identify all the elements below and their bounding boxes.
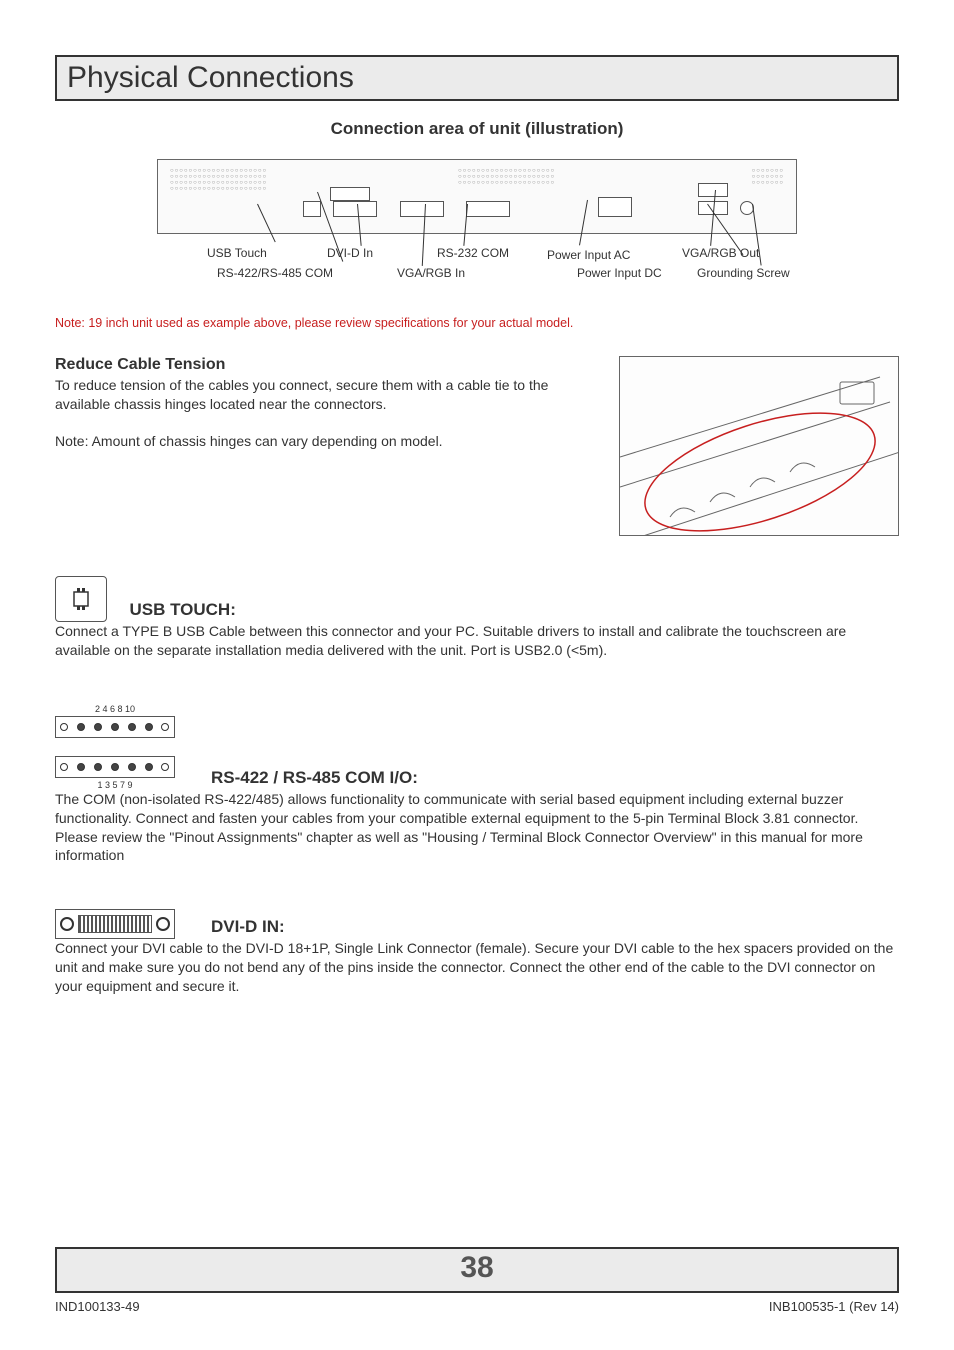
- section-usb-touch: USB TOUCH: Connect a TYPE B USB Cable be…: [55, 576, 899, 660]
- connection-diagram: ○○○○○○○○○○○○○○○○○○○○○○○○○○○○○○○○○○○○○○○○…: [157, 159, 797, 302]
- page-footer: 38 IND100133-49 INB100535-1 (Rev 14): [55, 1247, 899, 1314]
- port-dvi: [333, 201, 377, 217]
- label-power-ac: Power Input AC: [547, 248, 630, 262]
- label-vga-in: VGA/RGB In: [397, 266, 465, 280]
- dvi-body: Connect your DVI cable to the DVI-D 18+1…: [55, 939, 899, 996]
- footer-id-left: IND100133-49: [55, 1299, 140, 1314]
- label-dvi-in: DVI-D In: [327, 246, 373, 260]
- label-rs232: RS-232 COM: [437, 246, 509, 260]
- label-usb-touch: USB Touch: [207, 246, 267, 260]
- section-dvi: DVI-D IN: Connect your DVI cable to the …: [55, 909, 899, 996]
- note-red: Note: 19 inch unit used as example above…: [55, 316, 899, 330]
- port-usb: [303, 201, 321, 217]
- dvi-connector-icon: [55, 909, 175, 939]
- port-vga-in: [400, 201, 444, 217]
- label-ground: Grounding Screw: [697, 266, 790, 280]
- port-terminal: [330, 187, 370, 201]
- rear-panel-illustration: ○○○○○○○○○○○○○○○○○○○○○○○○○○○○○○○○○○○○○○○○…: [157, 159, 797, 234]
- footer-id-right: INB100535-1 (Rev 14): [769, 1299, 899, 1314]
- diagram-labels: USB Touch DVI-D In RS-232 COM Power Inpu…: [157, 240, 797, 302]
- terminal-nums-top: 2 4 6 8 10: [55, 704, 175, 714]
- page-title: Physical Connections: [67, 61, 354, 94]
- usb-touch-title: USB TOUCH:: [129, 600, 235, 622]
- terminal-nums-bottom: 1 3 5 7 9: [55, 780, 175, 790]
- usb-touch-body: Connect a TYPE B USB Cable between this …: [55, 622, 899, 660]
- subtitle: Connection area of unit (illustration): [55, 119, 899, 139]
- cable-tie-illustration: [619, 356, 899, 536]
- rs422-title: RS-422 / RS-485 COM I/O:: [211, 768, 418, 790]
- port-vga-out: [698, 183, 728, 197]
- dvi-title: DVI-D IN:: [211, 917, 285, 939]
- port-rs232: [466, 201, 510, 217]
- usb-icon: [55, 576, 107, 622]
- section-rs422: 2 4 6 8 10 1 3 5 7 9 RS-422 / RS-485 COM…: [55, 704, 899, 866]
- label-rs422: RS-422/RS-485 COM: [217, 266, 333, 280]
- reduce-tension-para1: To reduce tension of the cables you conn…: [55, 376, 595, 414]
- page-title-bar: Physical Connections: [55, 55, 899, 101]
- label-vga-out: VGA/RGB Out: [682, 246, 759, 260]
- page-number: 38: [55, 1247, 899, 1293]
- rs422-body: The COM (non-isolated RS-422/485) allows…: [55, 790, 899, 866]
- terminal-block-icon: 2 4 6 8 10 1 3 5 7 9: [55, 704, 175, 790]
- reduce-tension-para2: Note: Amount of chassis hinges can vary …: [55, 432, 595, 451]
- port-ac: [598, 197, 632, 217]
- reduce-tension-heading: Reduce Cable Tension: [55, 356, 595, 374]
- label-power-dc: Power Input DC: [577, 266, 662, 280]
